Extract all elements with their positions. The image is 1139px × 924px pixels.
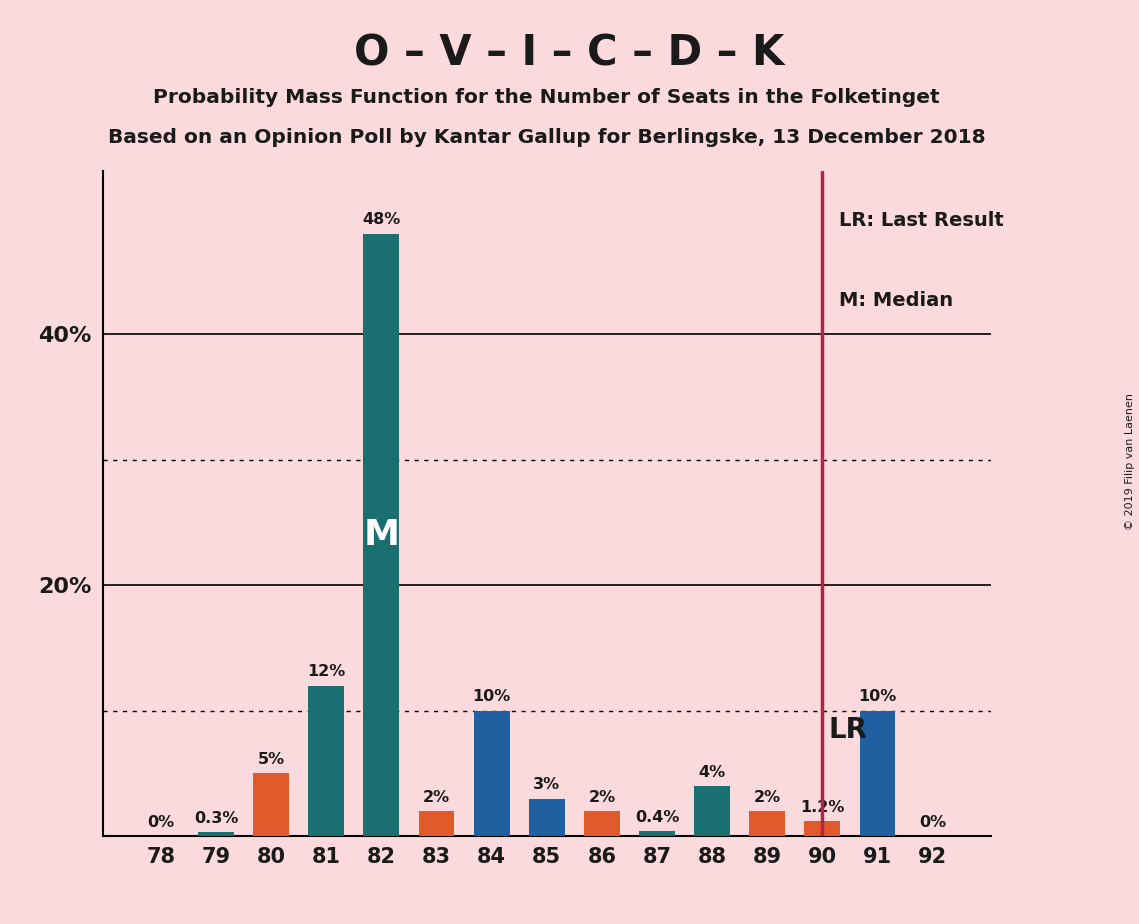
Text: M: Median: M: Median — [839, 291, 953, 310]
Text: 4%: 4% — [698, 765, 726, 780]
Bar — [198, 833, 233, 836]
Bar — [584, 811, 620, 836]
Text: 2%: 2% — [423, 790, 450, 805]
Bar — [860, 711, 895, 836]
Bar — [363, 234, 400, 836]
Text: © 2019 Filip van Laenen: © 2019 Filip van Laenen — [1125, 394, 1134, 530]
Bar — [528, 798, 565, 836]
Bar — [749, 811, 785, 836]
Bar — [639, 832, 675, 836]
Text: O – V – I – C – D – K: O – V – I – C – D – K — [354, 32, 785, 74]
Text: 1.2%: 1.2% — [801, 800, 844, 815]
Text: 2%: 2% — [754, 790, 781, 805]
Bar — [309, 686, 344, 836]
Bar — [418, 811, 454, 836]
Text: 10%: 10% — [473, 689, 510, 704]
Text: 0%: 0% — [919, 815, 947, 830]
Text: 0.4%: 0.4% — [634, 810, 679, 825]
Text: Probability Mass Function for the Number of Seats in the Folketinget: Probability Mass Function for the Number… — [154, 88, 940, 107]
Text: 2%: 2% — [588, 790, 615, 805]
Text: 5%: 5% — [257, 752, 285, 767]
Text: 3%: 3% — [533, 777, 560, 792]
Text: LR: Last Result: LR: Last Result — [839, 211, 1003, 230]
Text: Based on an Opinion Poll by Kantar Gallup for Berlingske, 13 December 2018: Based on an Opinion Poll by Kantar Gallu… — [108, 128, 985, 147]
Bar — [804, 821, 841, 836]
Text: 48%: 48% — [362, 213, 401, 227]
Bar — [694, 786, 730, 836]
Text: 0.3%: 0.3% — [194, 811, 238, 826]
Text: M: M — [363, 518, 400, 552]
Text: 12%: 12% — [308, 664, 345, 679]
Bar — [474, 711, 509, 836]
Text: 0%: 0% — [147, 815, 174, 830]
Text: LR: LR — [829, 715, 868, 744]
Text: 10%: 10% — [859, 689, 896, 704]
Bar — [253, 773, 289, 836]
